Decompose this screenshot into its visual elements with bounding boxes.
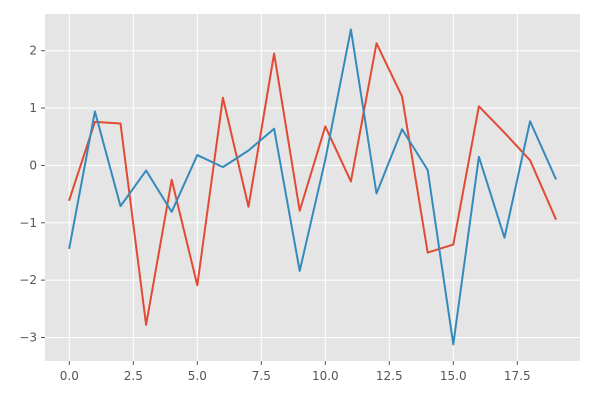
plot-background (45, 14, 580, 361)
y-tick-label: 0 (29, 158, 37, 172)
x-axis-ticks: 0.0 2.5 5.0 7.5 10.0 12.5 15.0 17.5 (60, 361, 531, 383)
y-tick-label: −2 (19, 273, 37, 287)
y-tick-label: −1 (19, 216, 37, 230)
x-tick-label: 0.0 (60, 369, 79, 383)
x-tick-label: 5.0 (188, 369, 207, 383)
x-tick-label: 7.5 (252, 369, 271, 383)
x-tick-label: 2.5 (124, 369, 143, 383)
y-tick-label: 2 (29, 44, 37, 58)
series-line-1 (68, 42, 557, 326)
x-tick-label: 17.5 (504, 369, 531, 383)
x-tick-label: 15.0 (440, 369, 467, 383)
y-tick-label: −3 (19, 330, 37, 344)
x-tick-label: 12.5 (376, 369, 403, 383)
y-tick-label: 1 (29, 101, 37, 115)
series-line-2 (68, 28, 558, 346)
x-tick-label: 10.0 (312, 369, 339, 383)
y-axis-ticks: −3 −2 −1 0 1 2 (19, 44, 45, 344)
series-lines (68, 28, 558, 346)
